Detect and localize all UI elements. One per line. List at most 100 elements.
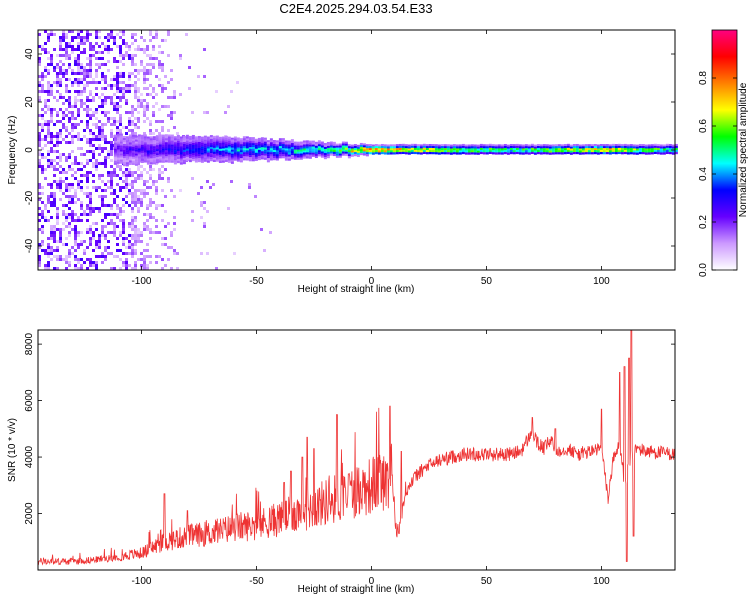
spectrogram-ridge-cell xyxy=(221,158,225,161)
spectrogram-cell xyxy=(173,222,176,225)
y-tick-label: 2000 xyxy=(24,502,35,525)
spectrogram-cell xyxy=(59,48,62,51)
spectrogram-cell xyxy=(83,84,86,87)
spectrogram-ridge-cell xyxy=(536,148,540,151)
spectrogram-cell xyxy=(59,36,62,39)
spectrogram-ridge-cell xyxy=(155,157,159,160)
spectrogram-cell xyxy=(74,249,77,252)
spectrogram-cell xyxy=(89,72,92,75)
spectrogram-cell xyxy=(101,123,104,126)
spectrogram-cell xyxy=(149,261,152,264)
spectrogram-cell xyxy=(50,201,53,204)
spectrogram-cell xyxy=(119,72,122,75)
spectrogram-ridge-cell xyxy=(350,154,354,157)
spectrogram-ridge-cell xyxy=(125,158,129,161)
spectrogram-cell xyxy=(92,114,95,117)
spectrogram-cell xyxy=(77,198,80,201)
spectrogram-ridge-cell xyxy=(251,139,255,142)
spectrogram-ridge-cell xyxy=(659,144,663,147)
spectrogram-cell xyxy=(71,201,74,204)
spectrogram-cell xyxy=(38,261,41,264)
spectrogram-cell xyxy=(53,201,56,204)
spectrogram-cell xyxy=(77,219,80,222)
spectrogram-ridge-cell xyxy=(326,147,330,151)
spectrogram-cell xyxy=(143,258,146,261)
spectrogram-cell xyxy=(86,105,89,108)
spectrogram-cell xyxy=(149,72,152,75)
spectrogram-cell xyxy=(101,198,104,201)
spectrogram-cell xyxy=(125,51,128,54)
spectrogram-cell xyxy=(62,243,65,246)
spectrogram-cell xyxy=(137,231,140,234)
spectrogram-ridge-cell xyxy=(401,147,405,151)
spectrogram-ridge-cell xyxy=(161,148,165,151)
spectrogram-ridge-cell xyxy=(254,138,258,141)
spectrogram-cell xyxy=(140,201,143,204)
snr-background xyxy=(38,330,675,570)
spectrogram-cell xyxy=(110,183,113,186)
spectrogram-ridge-cell xyxy=(479,145,483,149)
spectrogram-ridge-cell xyxy=(494,144,498,147)
spectrogram-cell xyxy=(125,132,128,135)
spectrogram-cell xyxy=(50,225,53,228)
spectrogram-ridge-cell xyxy=(155,135,159,138)
spectrogram-cell xyxy=(125,177,128,180)
spectrogram-cell xyxy=(92,45,95,48)
spectrogram-ridge-cell xyxy=(461,149,465,153)
spectrogram-cell xyxy=(77,186,80,189)
spectrogram-cell xyxy=(170,114,173,117)
spectrogram-cell xyxy=(77,93,80,96)
spectrogram-cell xyxy=(38,63,41,66)
spectrogram-ridge-cell xyxy=(116,161,120,164)
spectrogram-cell xyxy=(122,57,125,60)
spectrogram-cell xyxy=(152,180,155,183)
spectrogram-ridge-cell xyxy=(398,143,402,147)
spectrogram-cell xyxy=(50,93,53,96)
spectrogram-cell xyxy=(98,234,101,237)
spectrogram-cell xyxy=(68,222,71,225)
spectrogram-cell xyxy=(56,168,59,171)
spectrogram-ridge-cell xyxy=(374,148,378,151)
spectrogram-ridge-cell xyxy=(536,150,540,153)
spectrogram-ridge-cell xyxy=(497,148,501,151)
spectrogram-ridge-cell xyxy=(632,148,636,151)
spectrogram-ridge-cell xyxy=(656,152,660,155)
spectrogram-ridge-cell xyxy=(131,156,135,159)
spectrogram-cell xyxy=(56,216,59,219)
spectrogram-ridge-cell xyxy=(185,146,189,149)
spectrogram-cell xyxy=(65,90,68,93)
spectrogram-cell xyxy=(92,237,95,240)
spectrogram-cell xyxy=(59,234,62,237)
spectrogram-cell xyxy=(56,90,59,93)
spectrogram-cell xyxy=(74,228,77,231)
spectrogram-ridge-cell xyxy=(560,146,564,149)
spectrogram-ridge-cell xyxy=(134,147,138,150)
spectrogram-ridge-cell xyxy=(215,149,219,152)
spectrogram-ridge-cell xyxy=(119,151,123,154)
spectrogram-cell xyxy=(44,138,47,141)
spectrogram-ridge-cell xyxy=(287,156,291,159)
spectrogram-ridge-cell xyxy=(326,149,330,153)
spectrogram-ridge-cell xyxy=(404,146,408,149)
spectrogram-cell xyxy=(134,192,137,195)
spectrogram-cell xyxy=(92,78,95,81)
spectrogram-cell xyxy=(98,207,101,210)
spectrogram-ridge-cell xyxy=(134,153,138,156)
spectrogram-ridge-cell xyxy=(590,152,594,155)
spectrogram-ridge-cell xyxy=(293,157,297,160)
spectrogram-ridge-cell xyxy=(137,142,141,145)
spectrogram-cell xyxy=(53,234,56,237)
spectrogram-ridge-cell xyxy=(458,146,462,149)
spectrogram-cell xyxy=(95,93,98,96)
spectrogram-cell xyxy=(134,126,137,129)
spectrogram-cell xyxy=(155,255,158,258)
spectrogram-ridge-cell xyxy=(401,151,405,155)
spectrogram-ridge-cell xyxy=(503,143,507,147)
spectrogram-cell xyxy=(95,240,98,243)
spectrogram-ridge-cell xyxy=(620,146,624,149)
spectrogram-x-ticks: -100 -50 0 50 100 xyxy=(131,30,610,287)
spectrogram-cell xyxy=(131,33,134,36)
spectrogram-ridge-cell xyxy=(146,150,150,153)
spectrogram-ridge-cell xyxy=(260,143,264,146)
spectrogram-ridge-cell xyxy=(254,140,258,143)
